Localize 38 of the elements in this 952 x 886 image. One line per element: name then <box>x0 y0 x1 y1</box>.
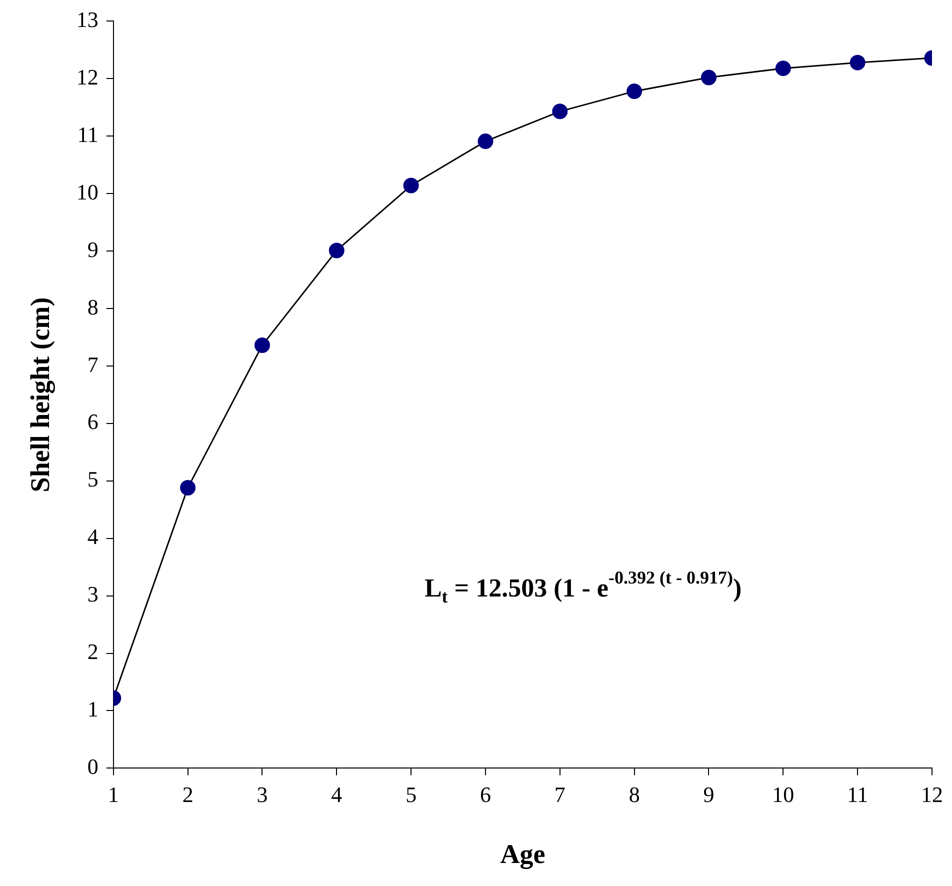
x-axis-title: Age <box>500 838 546 869</box>
point <box>403 178 419 194</box>
x-tick-label: 8 <box>628 782 640 808</box>
y-tick-label: 5 <box>87 466 98 492</box>
y-tick-label: 0 <box>87 754 98 779</box>
x-tick-label: 5 <box>406 782 417 808</box>
point <box>180 480 196 496</box>
point <box>700 70 716 86</box>
y-tick-label: 2 <box>87 639 98 664</box>
point <box>626 84 642 100</box>
x-tick-label: 9 <box>703 782 714 808</box>
y-tick-label: 7 <box>87 352 98 377</box>
point <box>328 242 344 258</box>
x-tick-label: 6 <box>480 782 491 808</box>
x-tick-label: 1 <box>108 782 119 808</box>
x-tick-label: 12 <box>921 782 943 808</box>
y-tick-label: 4 <box>87 524 98 550</box>
y-tick-label: 13 <box>76 6 98 32</box>
x-tick-label: 4 <box>331 782 342 808</box>
point <box>478 134 494 150</box>
y-tick-label: 12 <box>76 64 98 90</box>
y-tick-label: 8 <box>87 294 98 320</box>
y-axis-title: Shell height (cm) <box>25 297 56 492</box>
point <box>775 60 791 76</box>
point <box>850 54 866 70</box>
point <box>552 104 568 120</box>
point <box>254 338 270 354</box>
x-tick-label: 7 <box>554 782 566 808</box>
y-tick-label: 6 <box>87 409 98 434</box>
y-tick-label: 11 <box>77 122 98 147</box>
x-tick-label: 2 <box>182 782 194 808</box>
x-tick-label: 10 <box>772 782 794 808</box>
y-tick-label: 1 <box>87 696 98 722</box>
y-tick-label: 9 <box>87 236 98 262</box>
y-tick-label: 3 <box>87 582 98 607</box>
x-tick-label: 3 <box>256 782 268 808</box>
x-tick-label: 11 <box>846 782 868 808</box>
y-tick-label: 10 <box>76 179 98 204</box>
